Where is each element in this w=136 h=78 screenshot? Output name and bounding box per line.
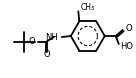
Text: NH: NH [45,33,58,41]
Text: CH₃: CH₃ [80,3,94,12]
Text: O: O [126,24,132,33]
Text: HO: HO [120,43,133,51]
Text: O: O [28,38,35,46]
Text: O: O [44,50,50,59]
